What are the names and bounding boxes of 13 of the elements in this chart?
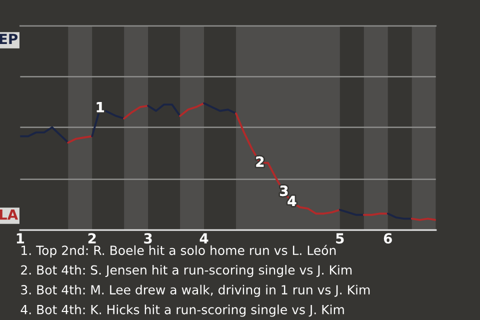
x-tick-label: 5 — [336, 233, 344, 244]
x-tick-label: 4 — [200, 233, 208, 244]
text: 4. Bot 4th: K. Hicks hit a run-scoring single vs J. Kim — [20, 304, 344, 317]
text: LA — [0, 209, 18, 220]
x-tick-label: 6 — [384, 233, 392, 244]
text: 3. Bot 4th: M. Lee drew a walk, driving in 1 run vs J. Kim — [21, 284, 370, 297]
text: 2. Bot 4th: S. Jensen hit a run-scoring single vs J. Kim — [21, 264, 352, 278]
text: 1. Top 2nd: R. Boele hit a solo home run vs L. León — [22, 244, 336, 258]
x-tick-label: 3 — [144, 233, 152, 244]
x-tick-label: 2 — [88, 233, 96, 244]
annotation: 1 — [96, 102, 104, 112]
text: EP — [0, 34, 18, 44]
x-tick-label: 1 — [16, 233, 24, 244]
